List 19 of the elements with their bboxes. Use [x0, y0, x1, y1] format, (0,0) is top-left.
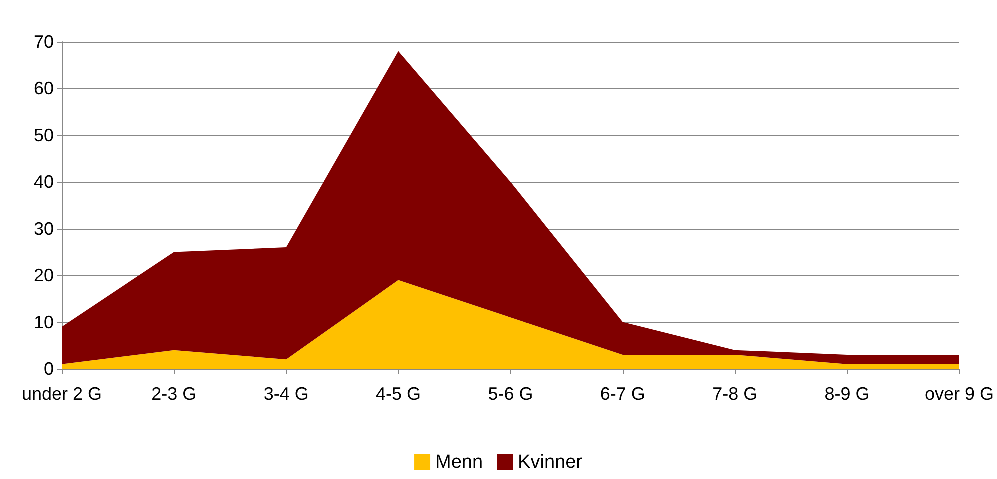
legend-label: Kvinner: [518, 452, 584, 473]
y-tick-label: 40: [34, 172, 54, 192]
x-tick-label: 2-3 G: [152, 384, 197, 404]
x-tick-label: 7-8 G: [712, 384, 758, 404]
legend-label: Menn: [436, 452, 484, 473]
y-tick-label: 10: [34, 312, 54, 332]
x-tick-label: 4-5 G: [376, 384, 422, 404]
y-tick-label: 20: [34, 266, 54, 286]
x-tick-label: 5-6 G: [488, 384, 534, 404]
x-tick-label: under 2 G: [22, 384, 102, 404]
y-tick-label: 30: [34, 218, 54, 239]
y-tick-label: 50: [34, 125, 54, 146]
y-tick-label: 60: [34, 78, 54, 99]
x-tick-label: 6-7 G: [600, 384, 646, 404]
y-tick-label: 70: [34, 32, 54, 52]
x-tick-label: 3-4 G: [264, 384, 309, 404]
x-tick-label: 8-9 G: [824, 384, 870, 404]
x-tick-label: over 9 G: [924, 384, 994, 404]
y-tick-label: 0: [44, 359, 54, 379]
